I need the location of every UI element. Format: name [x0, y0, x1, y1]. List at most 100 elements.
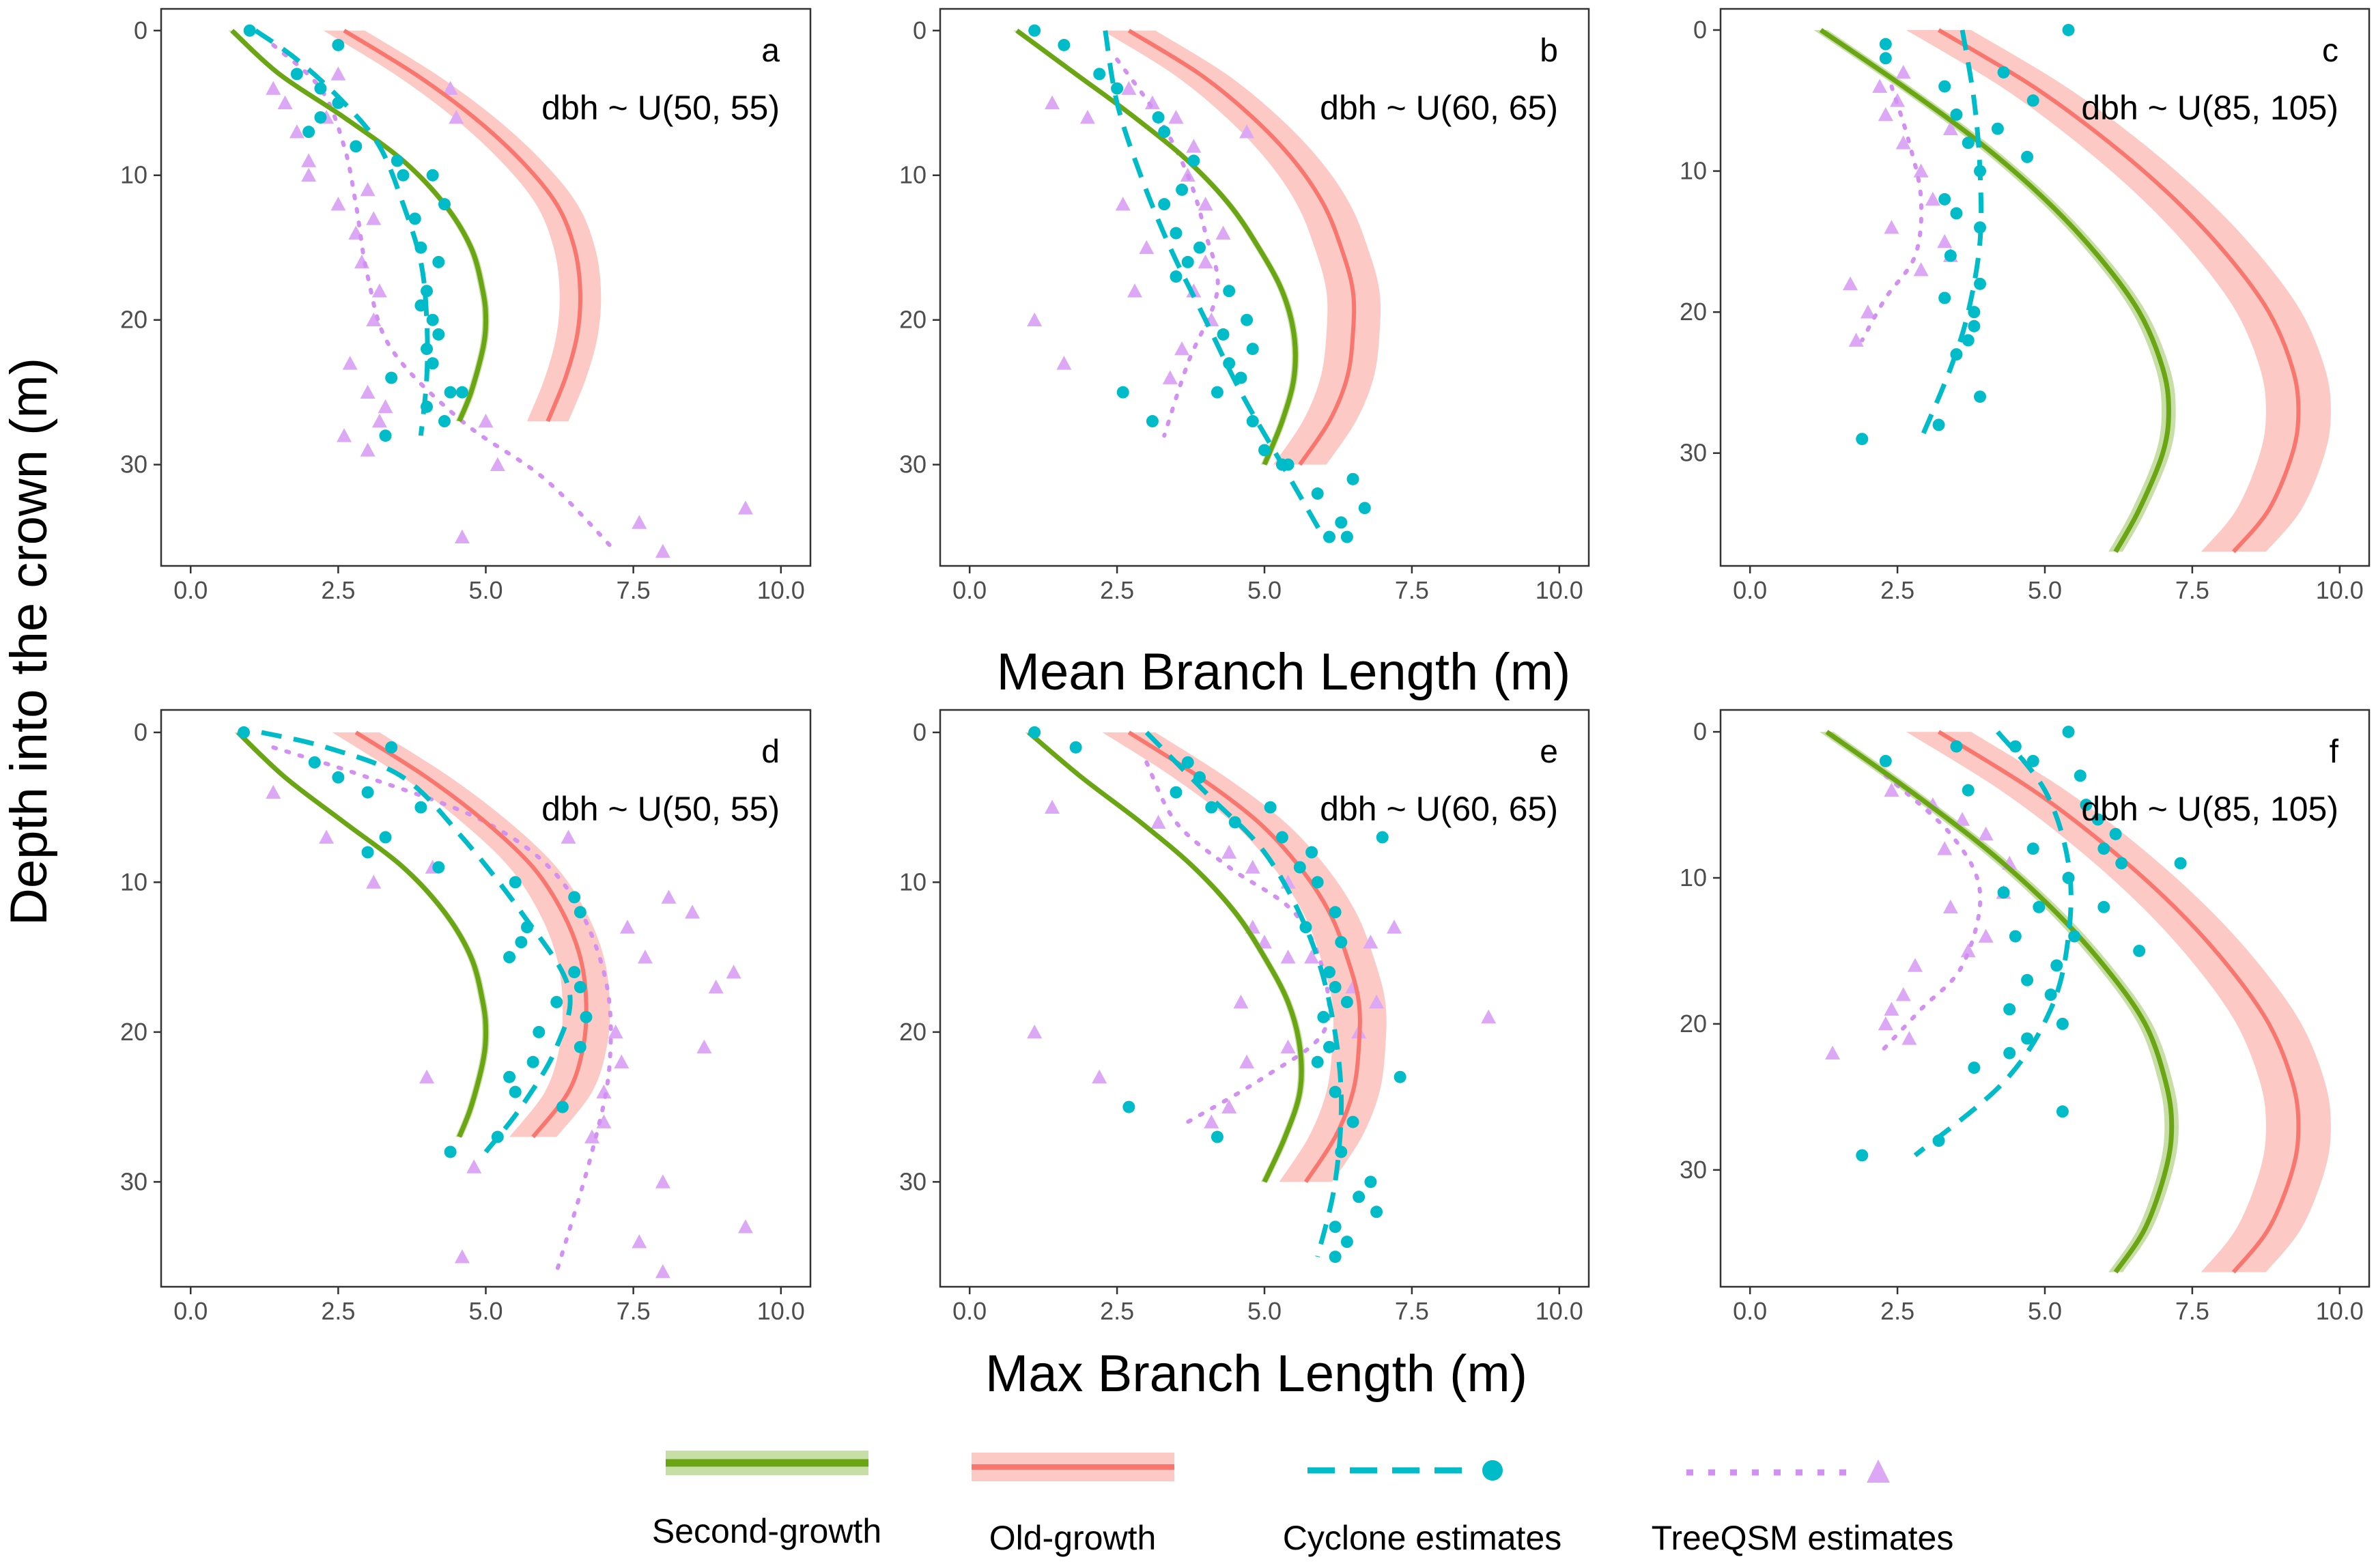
- treeqsm-point: [1245, 859, 1260, 874]
- cyclone-point: [1223, 357, 1236, 370]
- treeqsm-point: [1239, 1054, 1255, 1069]
- cyclone-point: [1246, 415, 1259, 428]
- cyclone-point: [2062, 726, 2075, 739]
- treeqsm-point: [360, 384, 376, 399]
- cyclone-point: [1028, 726, 1041, 739]
- panel-letter: c: [2322, 33, 2338, 69]
- cyclone-point: [568, 966, 581, 979]
- cyclone-point: [2026, 94, 2039, 107]
- legend-treeqsm-marker: [1867, 1459, 1890, 1483]
- cyclone-point: [332, 38, 345, 51]
- cyclone-point: [2133, 944, 2146, 957]
- cyclone-point: [2033, 900, 2046, 913]
- cyclone-point: [2056, 1105, 2069, 1118]
- treeqsm-point: [1872, 79, 1888, 93]
- panel-b: 0.0 2.5 5.0 7.5 10.0 0 10 20 30 b dbh ~ U(60, 65): [899, 8, 1590, 604]
- cyclone-point: [1879, 754, 1892, 767]
- cyclone-trend-line: [1144, 730, 1344, 1257]
- panel-letter: f: [2330, 734, 2339, 770]
- cyclone-point: [243, 24, 256, 37]
- x-tick-label: 7.5: [1395, 1297, 1429, 1325]
- y-tick-label: 0: [1693, 16, 1707, 44]
- x-tick-label: 7.5: [1395, 576, 1429, 604]
- cyclone-point: [550, 995, 563, 1008]
- treeqsm-point: [266, 81, 281, 95]
- treeqsm-point: [1848, 332, 1864, 347]
- old-growth-line: [354, 730, 589, 1139]
- cyclone-point: [1950, 207, 1963, 220]
- cyclone-point: [533, 1025, 546, 1038]
- y-tick-label: 30: [899, 1167, 927, 1195]
- cyclone-point: [526, 1055, 539, 1068]
- treeqsm-point: [1955, 812, 1970, 826]
- treeqsm-point: [614, 1054, 630, 1069]
- treeqsm-point: [1168, 109, 1184, 124]
- treeqsm-point: [608, 1024, 623, 1039]
- y-tick-label: 20: [899, 306, 927, 334]
- treeqsm-point: [301, 153, 317, 167]
- treeqsm-point: [289, 124, 305, 139]
- treeqsm-point: [360, 182, 376, 197]
- cyclone-point: [1962, 334, 1975, 347]
- cyclone-point: [1376, 831, 1389, 844]
- treeqsm-point: [342, 356, 358, 370]
- treeqsm-point: [1121, 81, 1137, 95]
- cyclone-point: [332, 771, 345, 784]
- cyclone-point: [238, 726, 251, 739]
- cyclone-point: [408, 212, 421, 225]
- treeqsm-point: [1860, 304, 1876, 319]
- x-tick-label: 0.0: [1733, 1297, 1767, 1325]
- treeqsm-trend-line: [271, 745, 613, 1274]
- cyclone-point: [444, 1145, 457, 1158]
- x-tick-label: 5.0: [468, 576, 503, 604]
- treeqsm-point: [1481, 1009, 1497, 1024]
- treeqsm-point: [1960, 943, 1976, 958]
- treeqsm-point: [371, 414, 387, 428]
- cyclone-point: [1028, 24, 1041, 37]
- panel-dbh-label: dbh ~ U(85, 105): [2081, 790, 2338, 828]
- cyclone-point: [568, 891, 581, 904]
- cyclone-point: [1293, 861, 1306, 874]
- cyclone-point: [1323, 1040, 1335, 1053]
- cyclone-point: [432, 255, 445, 268]
- cyclone-point: [2080, 799, 2093, 812]
- cyclone-point: [2115, 857, 2128, 870]
- cyclone-point: [556, 1100, 569, 1113]
- cyclone-point: [1950, 108, 1963, 121]
- cyclone-point: [1146, 415, 1159, 428]
- cyclone-point: [1968, 319, 1981, 332]
- legend-cyclone-label: Cyclone estimates: [1283, 1519, 1562, 1557]
- treeqsm-point: [708, 980, 724, 994]
- cyclone-point: [302, 126, 315, 139]
- cyclone-point: [1394, 1070, 1406, 1083]
- x-tick-label: 5.0: [2028, 576, 2062, 604]
- cyclone-trend-line: [1103, 30, 1326, 539]
- x-tick-label: 2.5: [321, 576, 355, 604]
- treeqsm-point: [1115, 197, 1131, 211]
- cyclone-point: [1938, 80, 1951, 93]
- treeqsm-point: [1978, 826, 1994, 841]
- treeqsm-point: [366, 312, 382, 327]
- x-axis-title-top: Mean Branch Length (m): [997, 643, 1571, 701]
- cyclone-point: [1962, 784, 1975, 797]
- x-tick-label: 2.5: [321, 1297, 355, 1325]
- old-growth-line: [343, 29, 582, 423]
- cyclone-point: [1329, 981, 1342, 994]
- cyclone-point: [2044, 988, 2057, 1001]
- treeqsm-point: [419, 1069, 435, 1084]
- y-tick-label: 20: [899, 1018, 927, 1046]
- cyclone-point: [1856, 433, 1869, 446]
- y-tick-label: 20: [120, 1018, 147, 1046]
- cyclone-point: [1223, 285, 1236, 298]
- legend-item-cyclone-estimates: Cyclone estimates: [1283, 1460, 1562, 1557]
- cyclone-point: [2026, 754, 2039, 767]
- cyclone-point: [1340, 530, 1353, 543]
- treeqsm-point: [1978, 928, 1994, 943]
- x-tick-label: 5.0: [1247, 1297, 1282, 1325]
- treeqsm-point: [1092, 1069, 1107, 1084]
- cyclone-point: [1170, 270, 1183, 283]
- treeqsm-point: [584, 1129, 600, 1143]
- x-tick-label: 10.0: [757, 1297, 805, 1325]
- cyclone-point: [1158, 198, 1171, 211]
